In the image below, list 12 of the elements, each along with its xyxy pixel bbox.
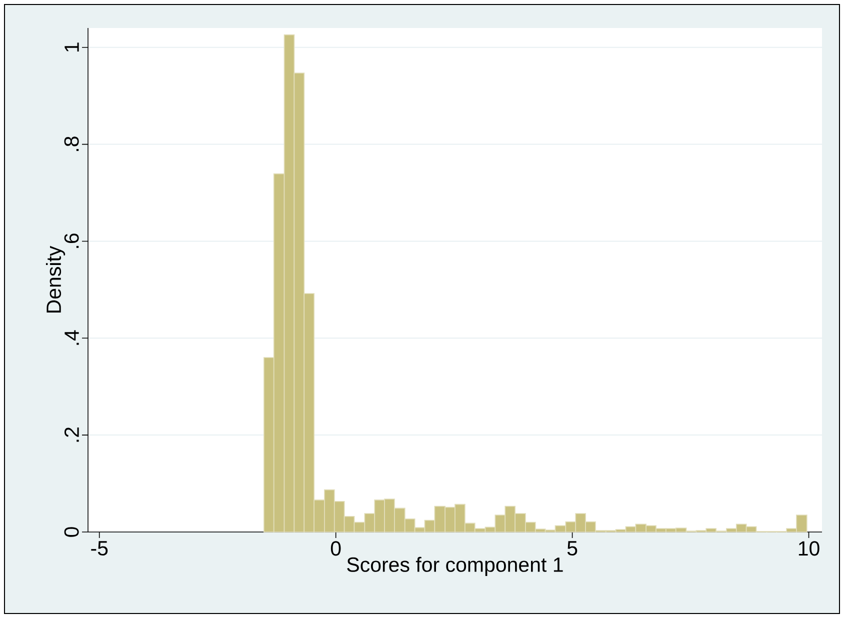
y-tick-label: 0 [64,527,79,537]
x-axis-title: Scores for component 1 [347,556,563,576]
x-tick-label: 0 [330,541,341,556]
x-tick-label: -5 [91,541,108,556]
y-tick-label: .8 [64,136,79,151]
y-tick-label: 1 [64,42,79,52]
x-tick-label: 5 [567,541,578,556]
y-axis-title: Density [46,246,66,312]
y-tick-label: .4 [64,330,79,345]
y-tick-label: .6 [64,234,79,248]
x-tick-label: 10 [798,541,820,556]
y-tick-label: .2 [64,428,79,442]
